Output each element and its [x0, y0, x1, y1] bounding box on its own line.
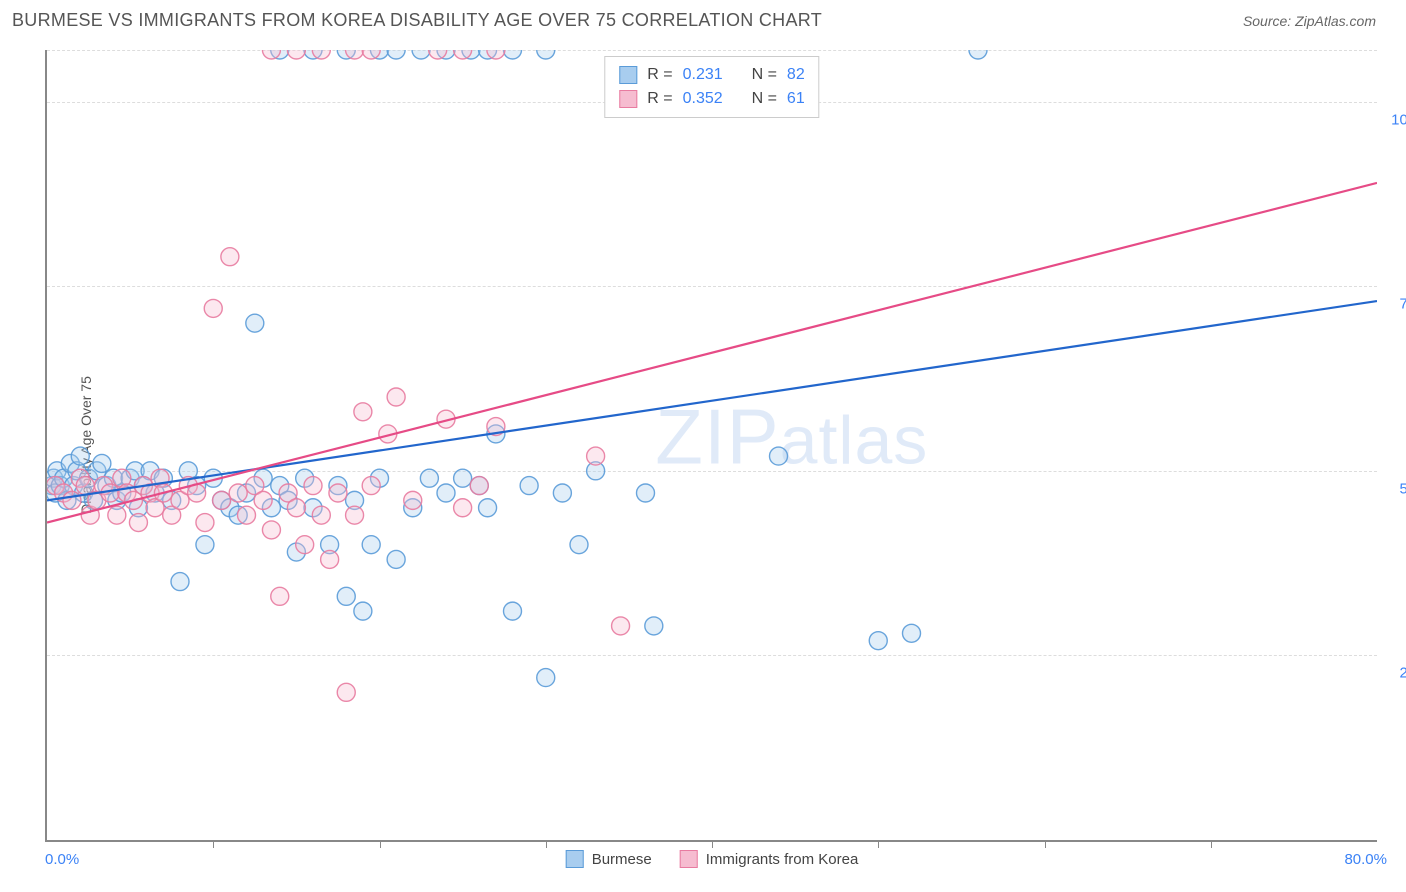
x-tick: [712, 840, 713, 848]
r-value: 0.352: [683, 87, 723, 111]
scatter-point: [869, 632, 887, 650]
x-max-label: 80.0%: [1344, 851, 1387, 868]
n-label: N =: [752, 63, 777, 87]
scatter-point: [221, 248, 239, 266]
correlation-row: R = 0.352 N = 61: [619, 87, 804, 111]
scatter-point: [101, 484, 119, 502]
scatter-point: [321, 550, 339, 568]
scatter-point: [969, 50, 987, 59]
scatter-point: [387, 50, 405, 59]
legend-item: Immigrants from Korea: [680, 850, 859, 868]
x-origin-label: 0.0%: [45, 851, 79, 868]
legend-label: Immigrants from Korea: [706, 851, 859, 868]
r-value: 0.231: [683, 63, 723, 87]
scatter-point: [612, 617, 630, 635]
scatter-point: [229, 484, 247, 502]
scatter-point: [196, 536, 214, 554]
chart-container: Disability Age Over 75 ZIPatlas 0.0% 80.…: [45, 50, 1375, 840]
scatter-point: [404, 491, 422, 509]
scatter-point: [387, 388, 405, 406]
n-label: N =: [752, 87, 777, 111]
y-tick-label: 75.0%: [1399, 296, 1406, 313]
scatter-point: [238, 506, 256, 524]
scatter-point: [420, 469, 438, 487]
n-value: 82: [787, 63, 805, 87]
plot-area: Disability Age Over 75 ZIPatlas 0.0% 80.…: [45, 50, 1377, 842]
x-tick: [1211, 840, 1212, 848]
scatter-point: [587, 447, 605, 465]
scatter-point: [129, 514, 147, 532]
x-tick: [380, 840, 381, 848]
scatter-point: [246, 314, 264, 332]
legend-swatch: [680, 850, 698, 868]
scatter-point: [537, 669, 555, 687]
scatter-svg: [47, 50, 1377, 840]
trend-line: [47, 183, 1377, 523]
scatter-point: [454, 469, 472, 487]
scatter-point: [470, 477, 488, 495]
scatter-point: [337, 683, 355, 701]
scatter-point: [346, 506, 364, 524]
scatter-point: [271, 587, 289, 605]
x-tick: [878, 840, 879, 848]
x-tick: [213, 840, 214, 848]
x-tick: [1045, 840, 1046, 848]
scatter-point: [553, 484, 571, 502]
scatter-point: [312, 506, 330, 524]
scatter-point: [204, 299, 222, 317]
scatter-point: [570, 536, 588, 554]
scatter-point: [262, 521, 280, 539]
legend-label: Burmese: [592, 851, 652, 868]
scatter-point: [76, 477, 94, 495]
scatter-point: [93, 454, 111, 472]
scatter-point: [108, 506, 126, 524]
scatter-point: [645, 617, 663, 635]
scatter-point: [504, 602, 522, 620]
r-label: R =: [647, 87, 672, 111]
scatter-point: [213, 491, 231, 509]
legend-swatch: [619, 90, 637, 108]
chart-title: BURMESE VS IMMIGRANTS FROM KOREA DISABIL…: [12, 10, 822, 31]
scatter-point: [362, 536, 380, 554]
scatter-point: [354, 403, 372, 421]
scatter-point: [637, 484, 655, 502]
scatter-point: [412, 50, 430, 59]
scatter-point: [504, 50, 522, 59]
scatter-point: [254, 491, 272, 509]
y-tick-label: 100.0%: [1391, 111, 1406, 128]
scatter-point: [71, 447, 89, 465]
scatter-point: [903, 624, 921, 642]
n-value: 61: [787, 87, 805, 111]
scatter-point: [362, 477, 380, 495]
scatter-point: [337, 587, 355, 605]
y-tick-label: 50.0%: [1399, 480, 1406, 497]
correlation-row: R = 0.231 N = 82: [619, 63, 804, 87]
scatter-point: [287, 499, 305, 517]
legend-swatch: [566, 850, 584, 868]
scatter-point: [520, 477, 538, 495]
x-tick: [546, 840, 547, 848]
scatter-point: [479, 499, 497, 517]
scatter-point: [387, 550, 405, 568]
scatter-point: [329, 484, 347, 502]
scatter-point: [296, 536, 314, 554]
scatter-point: [770, 447, 788, 465]
chart-header: BURMESE VS IMMIGRANTS FROM KOREA DISABIL…: [0, 0, 1406, 37]
chart-source: Source: ZipAtlas.com: [1243, 13, 1376, 29]
scatter-point: [304, 477, 322, 495]
scatter-point: [437, 484, 455, 502]
y-tick-label: 25.0%: [1399, 665, 1406, 682]
scatter-point: [63, 491, 81, 509]
scatter-point: [196, 514, 214, 532]
scatter-point: [171, 573, 189, 591]
scatter-point: [454, 499, 472, 517]
bottom-legend: Burmese Immigrants from Korea: [566, 850, 859, 868]
legend-swatch: [619, 66, 637, 84]
r-label: R =: [647, 63, 672, 87]
scatter-point: [537, 50, 555, 59]
legend-item: Burmese: [566, 850, 652, 868]
correlation-legend: R = 0.231 N = 82 R = 0.352 N = 61: [604, 56, 819, 118]
scatter-point: [354, 602, 372, 620]
scatter-point: [287, 50, 305, 59]
